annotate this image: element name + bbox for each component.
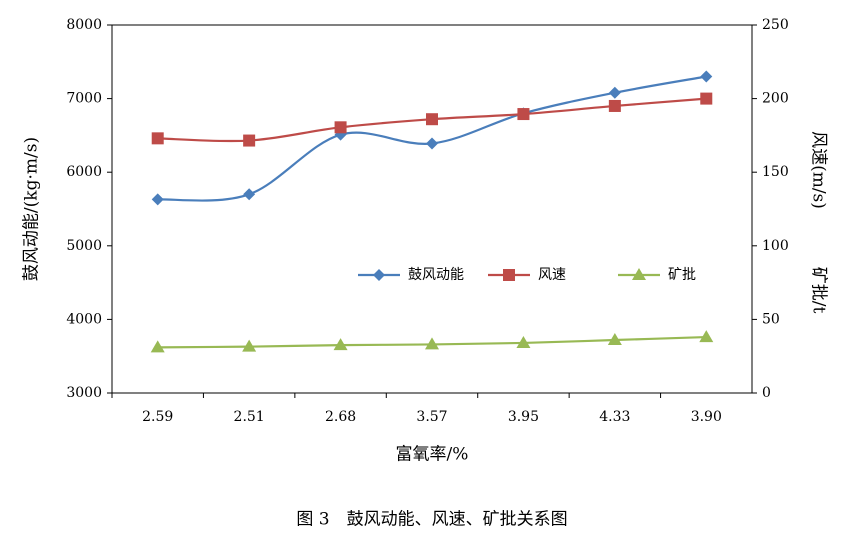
x-tick-label: 3.57: [416, 409, 447, 425]
marker: [608, 86, 621, 99]
y2-axis-title: 风速(m/s): [809, 131, 829, 209]
marker: [334, 121, 347, 134]
marker: [151, 193, 164, 206]
marker: [243, 134, 256, 147]
marker: [700, 92, 713, 105]
marker: [426, 113, 438, 126]
x-axis-title: 富氧率/%: [396, 445, 469, 465]
marker: [243, 188, 256, 201]
marker: [700, 70, 713, 83]
y-tick-label: 8000: [66, 17, 102, 33]
marker: [333, 338, 348, 351]
marker: [242, 339, 257, 352]
marker: [517, 108, 530, 121]
legend-label: 风速: [538, 267, 566, 283]
caption: 图 3 鼓风动能、风速、矿批关系图: [296, 510, 567, 530]
y2-tick-label: 100: [762, 238, 789, 254]
marker: [426, 137, 438, 150]
y-tick-label: 7000: [66, 91, 102, 107]
x-tick-label: 4.33: [599, 409, 630, 425]
legend-marker: [373, 269, 385, 281]
x-tick-label: 2.51: [234, 409, 265, 425]
legend-label: 鼓风动能: [408, 267, 464, 283]
y2-tick-label: 0: [762, 385, 771, 401]
y-tick-label: 4000: [66, 311, 102, 327]
legend-label: 矿批: [668, 267, 696, 283]
y2-tick-label: 200: [762, 91, 789, 107]
x-tick-label: 3.90: [691, 409, 722, 425]
x-tick-label: 3.95: [508, 409, 539, 425]
x-tick-label: 2.59: [142, 409, 173, 425]
x-tick-label: 2.68: [325, 409, 356, 425]
y-tick-label: 3000: [66, 385, 102, 401]
marker: [150, 340, 165, 353]
y2-tick-label: 150: [762, 164, 789, 180]
plot-frame: [111, 24, 753, 394]
marker: [425, 337, 439, 350]
legend-marker: [632, 268, 646, 280]
y2-tick-label: 50: [762, 311, 780, 327]
marker: [608, 99, 621, 112]
y2-tick-label: 250: [762, 17, 789, 33]
marker: [151, 132, 164, 145]
y-axis-title: 鼓风动能/(kg·m/s): [22, 137, 42, 281]
legend-marker: [503, 269, 515, 281]
y2-axis-title: 矿批/t: [809, 267, 829, 314]
marker: [607, 333, 622, 346]
y-tick-label: 5000: [66, 238, 102, 254]
y-tick-label: 6000: [66, 164, 102, 180]
marker: [699, 330, 714, 343]
marker: [516, 335, 531, 348]
